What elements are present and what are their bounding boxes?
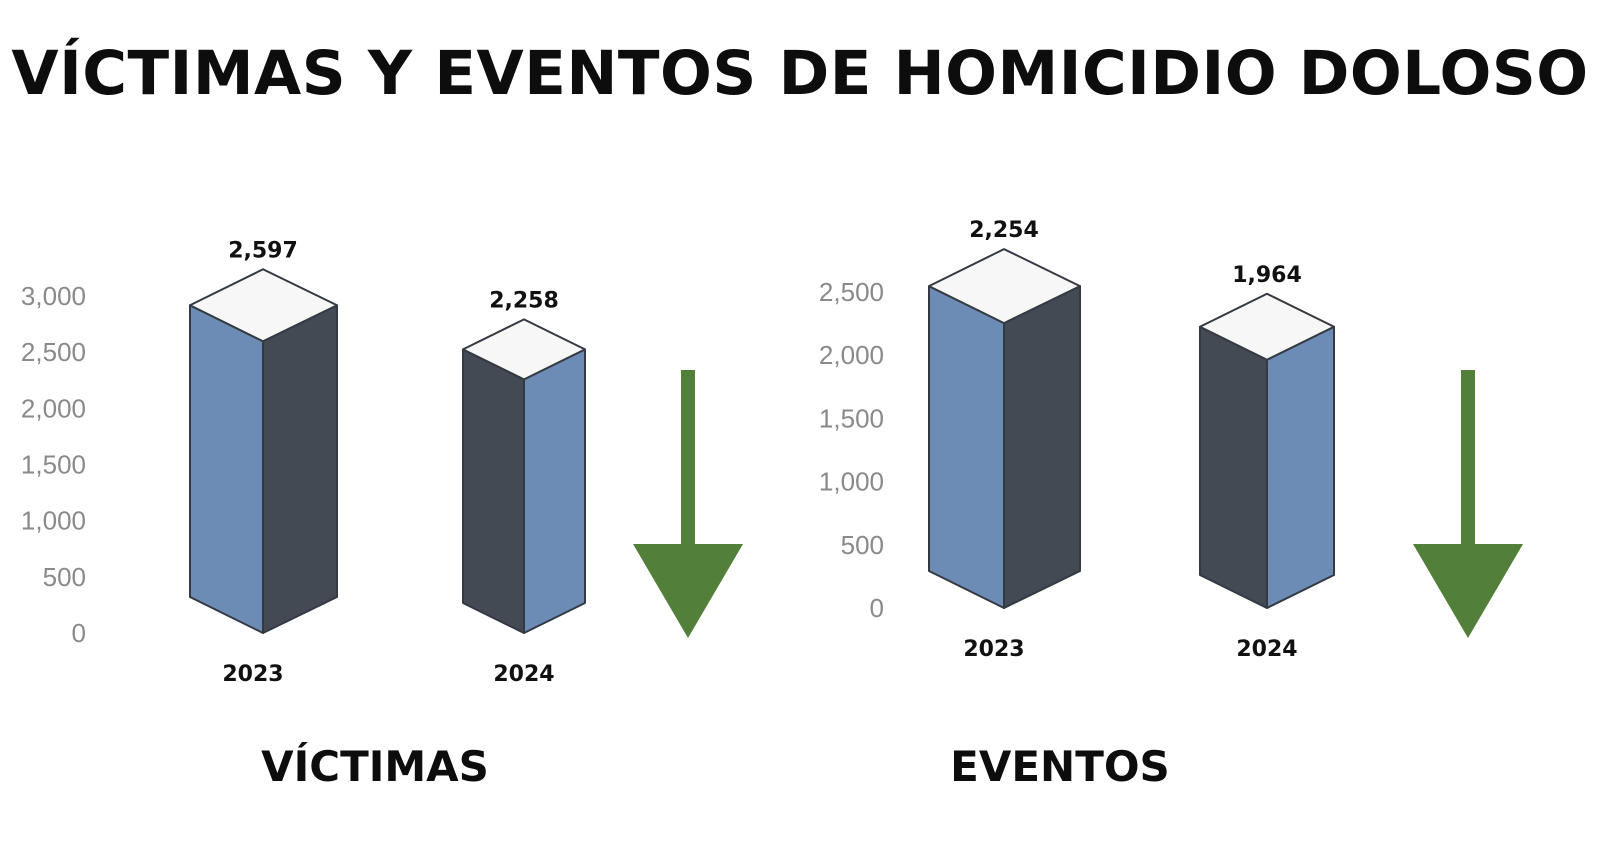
y-tick-label: 2,500 [21,337,86,367]
y-tick-label: 3,000 [21,281,86,311]
down-arrow-icon [633,370,743,638]
y-tick-label: 2,000 [819,340,884,370]
bar-2024 [1199,292,1335,609]
bar-left-face [1199,325,1268,609]
x-category-label: 2023 [963,637,1024,662]
y-tick-label: 2,000 [21,393,86,423]
x-category-label: 2023 [222,662,283,687]
bar-top-face [462,318,586,381]
eventos-panel: 0 500 1,000 1,500 2,000 2,500 2,254 2023 1,964 20… [800,218,1600,800]
value-label: 2,597 [228,238,298,263]
value-label: 2,254 [969,218,1039,243]
bar-left-face [462,348,525,634]
bar-top-face [928,248,1081,325]
bar-2023 [189,268,338,634]
y-tick-label: 2,500 [819,277,884,307]
y-tick-label: 1,000 [819,467,884,497]
bar-right-face [1003,285,1081,609]
bar-top-face [1199,292,1335,361]
x-category-label: 2024 [493,662,554,687]
victimas-chart: 0 500 1,000 1,500 2,000 2,500 3,000 2,597 2023 2,… [21,238,743,687]
x-category-label: 2024 [1236,637,1297,662]
y-tick-label: 500 [43,562,86,592]
bar-right-face [1266,325,1335,609]
bar-2024 [462,318,586,634]
victimas-label: VÍCTIMAS [261,742,489,791]
bar-top-face [189,268,338,343]
value-label: 2,258 [489,288,559,313]
eventos-chart: 0 500 1,000 1,500 2,000 2,500 2,254 2023 1,964 20… [819,218,1523,662]
y-tick-label: 1,000 [21,506,86,536]
bar-2023 [928,248,1081,609]
value-label: 1,964 [1232,263,1302,288]
y-tick-label: 1,500 [819,403,884,433]
bar-left-face [189,304,264,634]
bar-right-face [523,348,586,634]
y-tick-label: 1,500 [21,450,86,480]
victimas-panel: 0 500 1,000 1,500 2,000 2,500 3,000 2,597 2023 2,… [0,238,800,800]
y-tick-label: 0 [72,618,86,648]
bar-right-face [262,304,338,634]
y-tick-label: 0 [870,593,884,623]
down-arrow-icon [1413,370,1523,638]
y-tick-label: 500 [841,530,884,560]
chart-title: VÍCTIMAS Y EVENTOS DE HOMICIDIO DOLOSO [11,38,1589,109]
eventos-label: EVENTOS [950,742,1170,791]
bar-left-face [928,285,1005,609]
